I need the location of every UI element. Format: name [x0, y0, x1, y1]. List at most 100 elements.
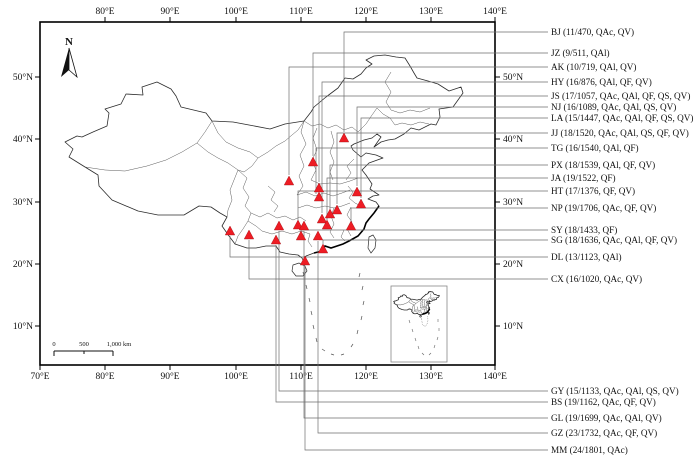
site-leader-TG: [315, 147, 548, 194]
axis-tick-label-bottom: 140°E: [483, 371, 507, 382]
province-border: [297, 190, 350, 196]
nine-dash-segment: [313, 325, 314, 329]
inset-dash-segment: [417, 345, 420, 350]
north-arrow-left-half: [61, 48, 69, 77]
site-leader-SG: [322, 239, 548, 244]
axis-tick-label-right: 50°N: [503, 72, 523, 83]
axis-tick-label-bottom: 110°E: [289, 371, 313, 382]
south-china-sea-inset-map: [390, 285, 448, 363]
site-label-SG: SG (18/1636, QAc, QAl, QF, QV): [551, 235, 677, 245]
site-marker-DL: [224, 225, 236, 236]
site-marker-SG: [317, 243, 329, 254]
site-marker-GL: [298, 220, 310, 231]
inset-dash-segment: [414, 337, 417, 342]
north-arrow: N: [61, 36, 78, 79]
site-marker-MM: [299, 255, 311, 266]
site-marker-HT: [292, 219, 304, 230]
inset-dash-segment: [411, 328, 414, 333]
site-marker-JS: [313, 182, 325, 193]
province-border: [377, 108, 395, 125]
north-arrow-label: N: [65, 36, 73, 48]
site-label-DL: DL (13/1123, QAl): [551, 252, 622, 262]
site-label-AK: AK (10/719, QAl, QV): [551, 62, 637, 72]
nine-dash-segment: [311, 311, 312, 315]
site-leader-GY: [278, 231, 548, 392]
axis-tick-label-bottom: 120°E: [354, 371, 378, 382]
site-leader-MM: [304, 266, 548, 451]
site-marker-GZ: [312, 230, 324, 241]
axis-tick-label-left: 10°N: [13, 321, 33, 332]
site-label-PX: PX (18/1539, QAl, QF, QV): [551, 160, 655, 170]
site-leader-GL: [303, 231, 548, 419]
axis-tick-label-left: 50°N: [13, 72, 33, 83]
scale-bar: 0 500 1,000 km: [52, 341, 131, 356]
site-leader-PX: [329, 164, 548, 209]
site-label-HY: HY (16/876, QAl, QF, QV): [551, 77, 652, 87]
nine-dash-segment: [331, 354, 334, 355]
site-leader-HY: [321, 81, 548, 213]
site-marker-HY: [316, 213, 328, 224]
site-leader-CX: [248, 240, 548, 280]
site-leader-JZ: [312, 52, 548, 156]
site-label-NJ: NJ (16/1089, QAc, QAl, QS, QV): [551, 102, 676, 112]
province-border: [385, 72, 391, 110]
axis-tick-label-top: 120°E: [354, 6, 378, 17]
site-label-GL: GL (19/1699, QAc, QAl, QV): [551, 413, 662, 423]
north-arrow-right-half: [68, 47, 78, 79]
site-leader-SY: [300, 229, 548, 231]
site-label-JS: JS (17/1057, QAc, QAl, QF, QS, QV): [551, 91, 690, 101]
site-leader-GZ: [317, 241, 548, 434]
site-leader-AK: [288, 66, 548, 175]
axis-tick-label-left: 40°N: [13, 134, 33, 145]
nine-dash-segment: [362, 286, 363, 290]
site-marker-JA: [321, 219, 333, 230]
site-leader-NP: [350, 207, 548, 221]
site-marker-JJ: [331, 204, 343, 215]
province-border: [311, 178, 358, 184]
inset-dash-segment: [421, 352, 425, 356]
province-border: [346, 159, 354, 180]
nine-dash-segment: [322, 349, 325, 351]
nine-dash-segment: [359, 273, 360, 277]
site-marker-LA: [355, 198, 367, 209]
axis-tick-label-bottom: 100°E: [224, 371, 248, 382]
site-marker-GY: [273, 220, 285, 231]
china-map-geography: [65, 55, 463, 355]
site-labels: BJ (11/470, QAc, QV) JZ (9/511, QAl) AK (1…: [551, 27, 693, 455]
province-border: [304, 108, 377, 132]
nine-dash-segment: [361, 316, 362, 320]
nine-dash-segment: [306, 285, 307, 289]
province-border: [262, 231, 310, 234]
site-label-MM: MM (24/1801, QAc): [551, 445, 628, 455]
axis-tick-label-right: 20°N: [503, 259, 523, 270]
province-border: [248, 221, 262, 231]
province-border: [347, 207, 352, 236]
site-label-JJ: JJ (18/1520, QAc, QAl, QS, QF, QV): [551, 128, 689, 138]
axis-tick-label-top: 90°E: [160, 6, 179, 17]
axis-tick-label-top: 140°E: [483, 6, 507, 17]
axis-tick-label-right: 30°N: [503, 197, 523, 208]
site-label-TG: TG (16/1540, QAl, QF): [551, 143, 639, 153]
site-marker-PX: [324, 208, 336, 219]
site-marker-JZ: [307, 156, 319, 167]
site-label-GY: GY (15/1133, QAc, QAl, QS, QV): [551, 386, 679, 396]
site-leader-BJ: [343, 31, 548, 132]
scale-bar-label: 500: [79, 341, 89, 348]
axis-tick-label-bottom: 80°E: [95, 371, 114, 382]
scale-bar-label: 1,000 km: [107, 341, 132, 348]
province-border: [197, 143, 238, 217]
leader-lines: [229, 31, 548, 451]
site-leader-HT: [297, 190, 548, 220]
site-label-BS: BS (19/1162, QAc, QF, QV): [551, 397, 656, 407]
province-border: [330, 131, 334, 180]
province-border: [268, 186, 278, 212]
nine-dash-segment: [363, 301, 364, 305]
site-label-NP: NP (19/1706, QAc, QF, QV): [551, 203, 656, 213]
nine-dash-segment: [316, 338, 317, 342]
province-border: [235, 170, 251, 244]
inset-dash-segment: [433, 344, 436, 349]
nine-dash-segment: [309, 298, 310, 302]
site-marker-AK: [283, 175, 295, 186]
inset-dash-segment: [436, 336, 439, 341]
